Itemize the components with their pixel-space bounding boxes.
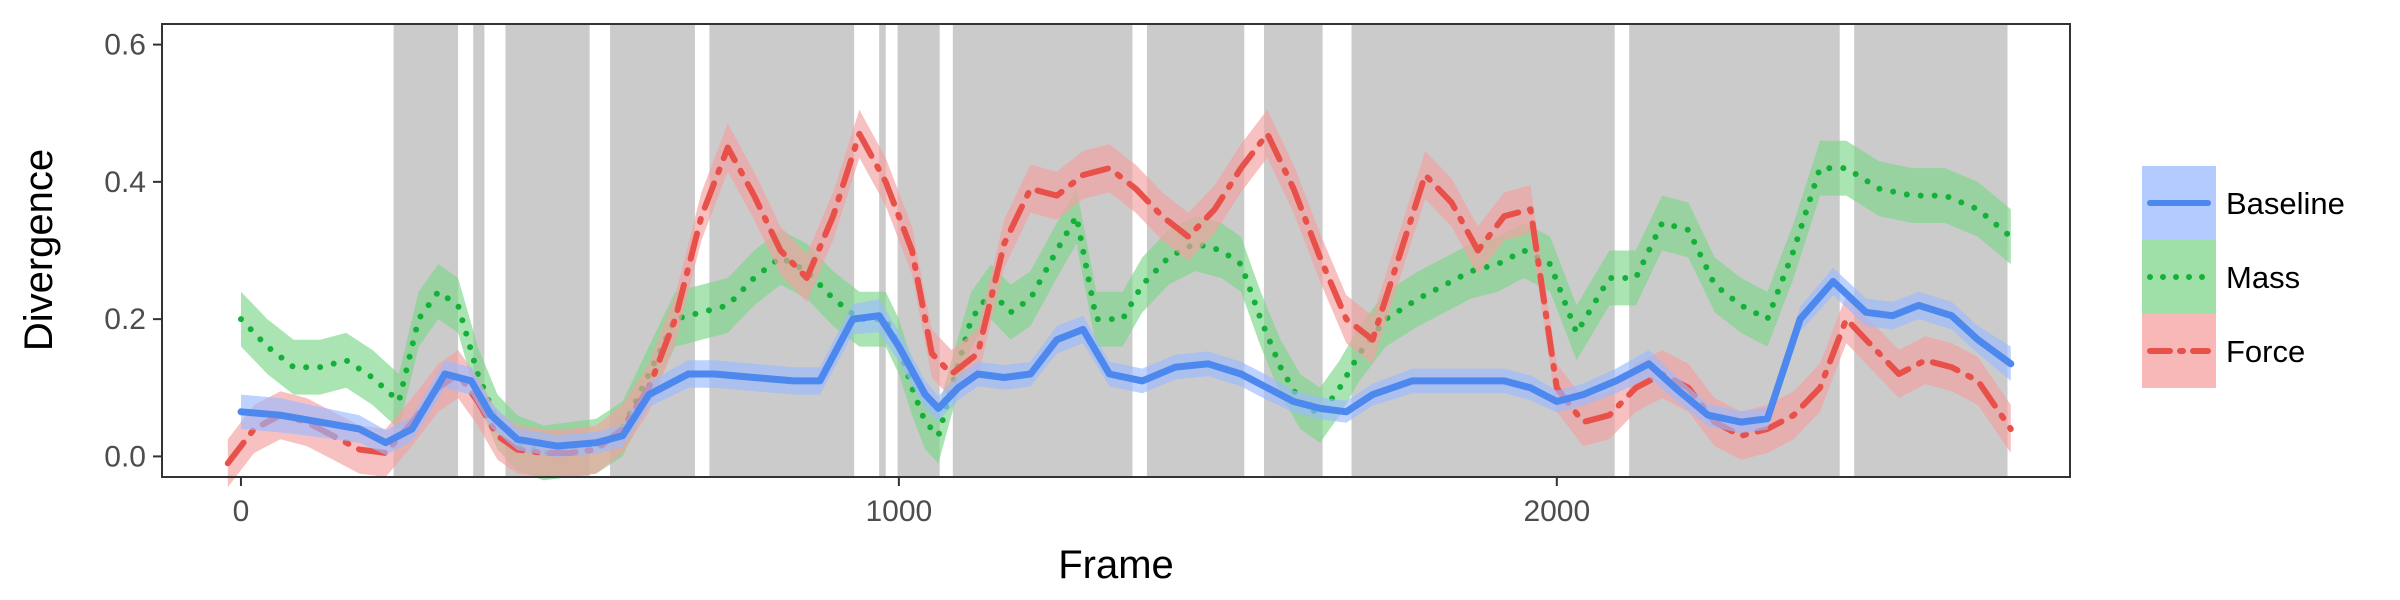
legend-label-mass: Mass	[2226, 260, 2300, 295]
x-tick-label-1: 1000	[866, 495, 933, 528]
y-axis-title: Divergence	[17, 149, 61, 351]
x-axis: 0 1000 2000	[233, 477, 1590, 528]
legend-label-force: Force	[2226, 334, 2305, 369]
shaded-interval-5	[879, 24, 886, 477]
x-tick-label-2: 2000	[1523, 495, 1590, 528]
y-tick-label-3: 0.6	[104, 29, 146, 62]
x-axis-title: Frame	[1058, 543, 1174, 587]
y-tick-label-2: 0.4	[104, 166, 146, 199]
legend: Baseline Mass Force	[2142, 166, 2345, 388]
y-tick-label-1: 0.2	[104, 303, 146, 336]
legend-label-baseline: Baseline	[2226, 186, 2345, 221]
x-tick-label-0: 0	[233, 495, 250, 528]
y-axis: 0.0 0.2 0.4 0.6	[104, 29, 162, 473]
y-tick-label-0: 0.0	[104, 440, 146, 473]
mass-band	[241, 140, 2011, 481]
baseline-line	[237, 277, 2015, 450]
series-layer	[224, 109, 2015, 488]
plot-border	[161, 23, 2071, 478]
shaded-interval-2	[505, 24, 590, 477]
shaded-interval-1	[473, 24, 485, 477]
